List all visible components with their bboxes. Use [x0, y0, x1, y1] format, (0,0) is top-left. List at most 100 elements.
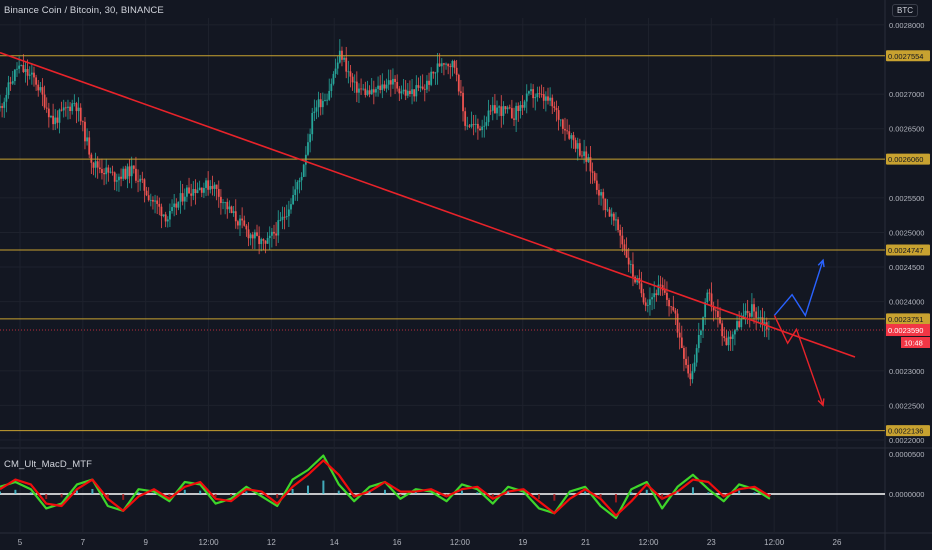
macd-histogram-bar [553, 494, 556, 501]
candle-body [239, 218, 241, 226]
candle-body [536, 93, 539, 98]
macd-histogram-bar [599, 494, 602, 499]
candle-body [194, 189, 197, 194]
candle-body [343, 57, 345, 60]
macd-histogram-bar [106, 494, 109, 499]
candle-body [351, 76, 354, 83]
candle-body [24, 69, 27, 73]
candle-body [655, 293, 658, 296]
candle-body [149, 199, 152, 201]
candle-body [489, 110, 492, 112]
candle-body [474, 123, 477, 125]
candle-body [670, 306, 673, 308]
candle-body [285, 216, 288, 218]
candle-body [328, 90, 331, 100]
candle-body [247, 229, 250, 239]
macd-histogram-bar [183, 489, 186, 494]
candle-body [432, 71, 435, 74]
candle-body [400, 91, 403, 94]
candle-body [264, 240, 267, 244]
candle-body [69, 106, 71, 112]
candle-body [77, 107, 80, 112]
candle-body [5, 94, 8, 102]
countdown-bg [901, 337, 930, 349]
currency-badge[interactable]: BTC [892, 4, 918, 17]
candle-body [179, 193, 182, 202]
candle-body [725, 338, 728, 346]
candle-body [649, 299, 651, 305]
candle-body [738, 321, 741, 328]
candle-body [279, 219, 282, 221]
candle-body [175, 203, 178, 208]
candle-body [71, 103, 74, 112]
candle-body [759, 317, 762, 319]
candle-body [381, 84, 384, 91]
macd-histogram-bar [276, 494, 279, 499]
candle-body [753, 304, 755, 312]
candle-body [75, 103, 78, 112]
macd-histogram-bar [445, 494, 448, 497]
candle-body [18, 65, 21, 69]
candle-body [256, 232, 258, 236]
x-tick-label: 12 [267, 538, 276, 547]
candle-body [132, 165, 135, 169]
candle-body [377, 85, 379, 89]
macd-histogram-bar [75, 490, 78, 494]
macd-histogram-bar [14, 489, 17, 494]
candle-body [253, 232, 256, 239]
candle-body [651, 297, 653, 300]
candle-body [13, 69, 16, 82]
candle-body [566, 130, 569, 132]
candle-body [101, 169, 103, 173]
candle-body [477, 123, 479, 129]
candle-body [241, 218, 244, 221]
candle-body [115, 180, 118, 182]
candle-body [746, 310, 749, 314]
candle-body [668, 299, 670, 307]
candle-body [712, 306, 715, 311]
x-tick-label: 16 [393, 538, 402, 547]
candle-body [166, 219, 169, 222]
candle-body [530, 89, 532, 92]
candle-body [205, 180, 207, 188]
candle-body [11, 81, 14, 84]
candle-body [438, 63, 441, 67]
macd-histogram-bar [45, 494, 48, 500]
candle-body [485, 122, 488, 126]
candle-body [349, 71, 352, 77]
candle-body [58, 109, 61, 123]
candle-body [96, 161, 99, 168]
candle-body [236, 221, 239, 226]
candle-body [572, 135, 575, 141]
candle-body [466, 125, 469, 127]
candle-body [676, 313, 679, 333]
candle-body [196, 190, 199, 194]
x-tick-label: 21 [581, 538, 590, 547]
candle-body [570, 135, 573, 139]
level-label: 0.0027554 [888, 52, 923, 61]
y-tick-label: 0.0022500 [889, 401, 924, 410]
candle-body [135, 168, 137, 181]
candle-body [84, 121, 86, 142]
macd-histogram-bar [322, 480, 325, 494]
candle-body [67, 106, 69, 108]
candle-body [419, 86, 422, 88]
candle-body [555, 108, 558, 111]
candle-body [479, 128, 481, 131]
candle-body [338, 50, 341, 63]
macd-histogram-bar [738, 490, 741, 494]
level-label-bg [886, 153, 930, 165]
candle-body [640, 283, 643, 294]
candle-body [493, 105, 496, 114]
x-tick-label: 23 [707, 538, 716, 547]
projection-up-arrow [773, 259, 824, 318]
candle-body [544, 96, 547, 101]
candle-body [723, 336, 726, 339]
candle-body [16, 68, 18, 70]
candle-body [449, 66, 452, 68]
candle-body [186, 187, 188, 197]
level-label-bg [886, 425, 930, 437]
candle-body [126, 166, 129, 179]
